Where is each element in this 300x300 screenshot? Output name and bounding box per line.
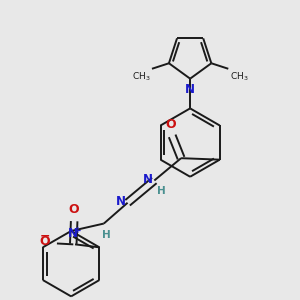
Text: H: H — [158, 186, 166, 196]
Text: CH$_3$: CH$_3$ — [132, 70, 151, 83]
Text: O: O — [40, 235, 50, 248]
Text: N: N — [68, 227, 78, 240]
Text: N: N — [143, 173, 153, 186]
Text: +: + — [74, 226, 82, 236]
Text: N: N — [116, 195, 126, 208]
Text: H: H — [102, 230, 111, 240]
Text: O: O — [69, 203, 80, 216]
Text: CH$_3$: CH$_3$ — [230, 70, 248, 83]
Text: N: N — [185, 83, 195, 96]
Text: O: O — [165, 118, 176, 130]
Text: −: − — [40, 230, 50, 242]
